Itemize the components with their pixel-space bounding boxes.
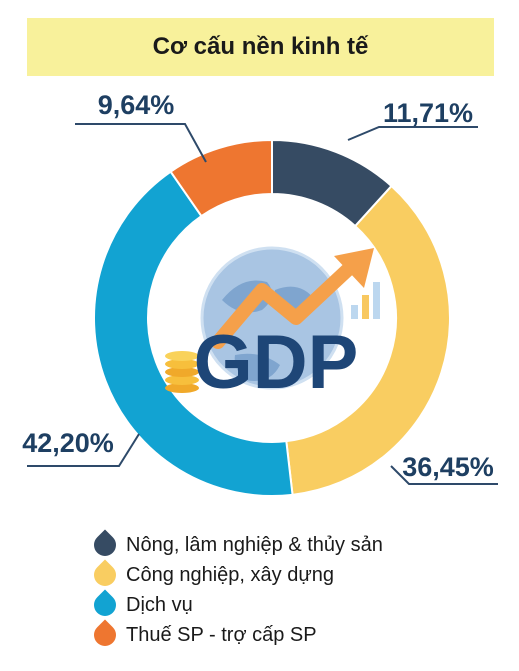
legend-label: Công nghiệp, xây dựng: [126, 563, 334, 586]
drop-marker-icon: [89, 619, 121, 651]
legend-item-tax: Thuế SP - trợ cấp SP: [89, 619, 383, 651]
chart-title: Cơ cấu nền kinh tế: [152, 33, 369, 60]
legend-label: Dịch vụ: [126, 593, 193, 616]
data-label-industry: 36,45%: [402, 452, 494, 482]
legend-label: Thuế SP - trợ cấp SP: [126, 623, 317, 646]
data-label-services: 42,20%: [22, 428, 114, 458]
label-leader-lines: [27, 123, 498, 485]
drop-marker-icon: [89, 529, 121, 561]
data-label-agriculture: 11,71%: [383, 98, 473, 128]
donut-chart: GDP 11,71% 36,45% 42,20% 9,64%: [22, 90, 498, 497]
slice-services: [93, 170, 294, 497]
gdp-text: GDP: [194, 320, 359, 405]
legend-item-services: Dịch vụ: [89, 589, 383, 621]
slice-industry: [285, 184, 451, 496]
donut-slices: [93, 138, 451, 497]
title-banner: Cơ cấu nền kinh tế: [27, 18, 494, 76]
legend-item-agriculture: Nông, lâm nghiệp & thủy sản: [89, 529, 383, 561]
legend-label: Nông, lâm nghiệp & thủy sản: [126, 533, 383, 556]
legend: Nông, lâm nghiệp & thủy sản Công nghiệp,…: [89, 529, 383, 651]
coin-stack-icon: [165, 351, 199, 393]
legend-item-industry: Công nghiệp, xây dựng: [89, 559, 383, 591]
drop-marker-icon: [89, 589, 121, 621]
globe-gdp-growth-icon: GDP: [165, 246, 380, 405]
drop-marker-icon: [89, 559, 121, 591]
data-label-tax: 9,64%: [98, 90, 175, 120]
slice-tax: [169, 138, 273, 218]
